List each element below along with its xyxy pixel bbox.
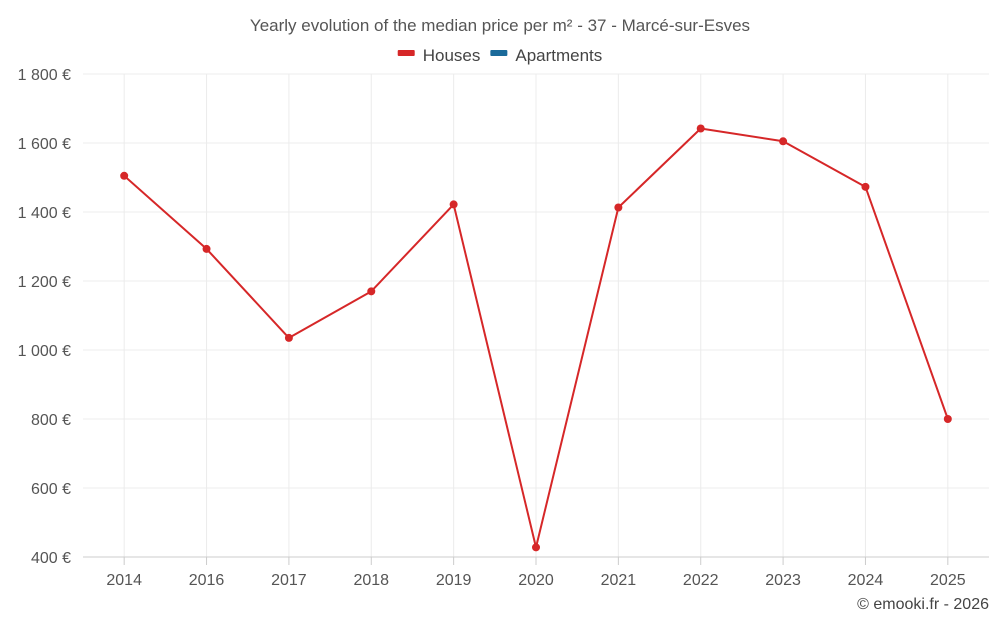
chart-title: Yearly evolution of the median price per… <box>250 16 750 35</box>
x-tick-label: 2020 <box>518 572 554 589</box>
y-tick-label: 1 800 € <box>18 67 71 84</box>
data-point[interactable] <box>614 203 623 212</box>
data-point[interactable] <box>284 333 293 342</box>
grid <box>83 73 989 558</box>
legend-item-apartments[interactable]: Apartments <box>490 46 602 65</box>
x-tick-label: 2017 <box>271 572 307 589</box>
legend[interactable]: Houses Apartments <box>397 46 603 65</box>
x-tick-label: 2023 <box>765 572 801 589</box>
data-point[interactable] <box>696 124 705 133</box>
y-tick-label: 600 € <box>31 481 71 498</box>
legend-swatch <box>490 50 508 56</box>
x-tick-label: 2025 <box>930 572 966 589</box>
credit-text: © emooki.fr - 2026 <box>857 596 989 613</box>
y-tick-label: 1 600 € <box>18 136 71 153</box>
x-tick-label: 2021 <box>601 572 637 589</box>
data-point[interactable] <box>943 415 952 423</box>
x-tick-label: 2019 <box>436 572 472 589</box>
y-tick-label: 1 000 € <box>18 343 71 360</box>
y-tick-label: 400 € <box>31 550 71 567</box>
axes: 400 € 600 € 800 € 1 000 € 1 200 € 1 400 € 1 60… <box>18 67 989 589</box>
legend-swatch <box>397 50 415 56</box>
legend-label: Apartments <box>515 46 602 65</box>
x-tick-label: 2022 <box>683 572 719 589</box>
data-point[interactable] <box>532 543 540 552</box>
legend-item-houses[interactable]: Houses <box>397 46 481 65</box>
data-point[interactable] <box>120 171 129 180</box>
data-point[interactable] <box>367 287 376 296</box>
y-tick-label: 800 € <box>31 412 71 429</box>
data-point[interactable] <box>779 137 788 146</box>
x-tick-label: 2014 <box>106 572 142 589</box>
series-layer <box>120 124 952 552</box>
x-tick-label: 2016 <box>189 572 225 589</box>
data-point[interactable] <box>449 200 458 209</box>
legend-label: Houses <box>423 46 481 65</box>
y-tick-label: 1 200 € <box>18 274 71 291</box>
y-tick-label: 1 400 € <box>18 205 71 222</box>
x-tick-label: 2024 <box>848 572 884 589</box>
data-point[interactable] <box>861 182 870 191</box>
x-tick-label: 2018 <box>353 572 389 589</box>
data-point[interactable] <box>202 244 211 253</box>
